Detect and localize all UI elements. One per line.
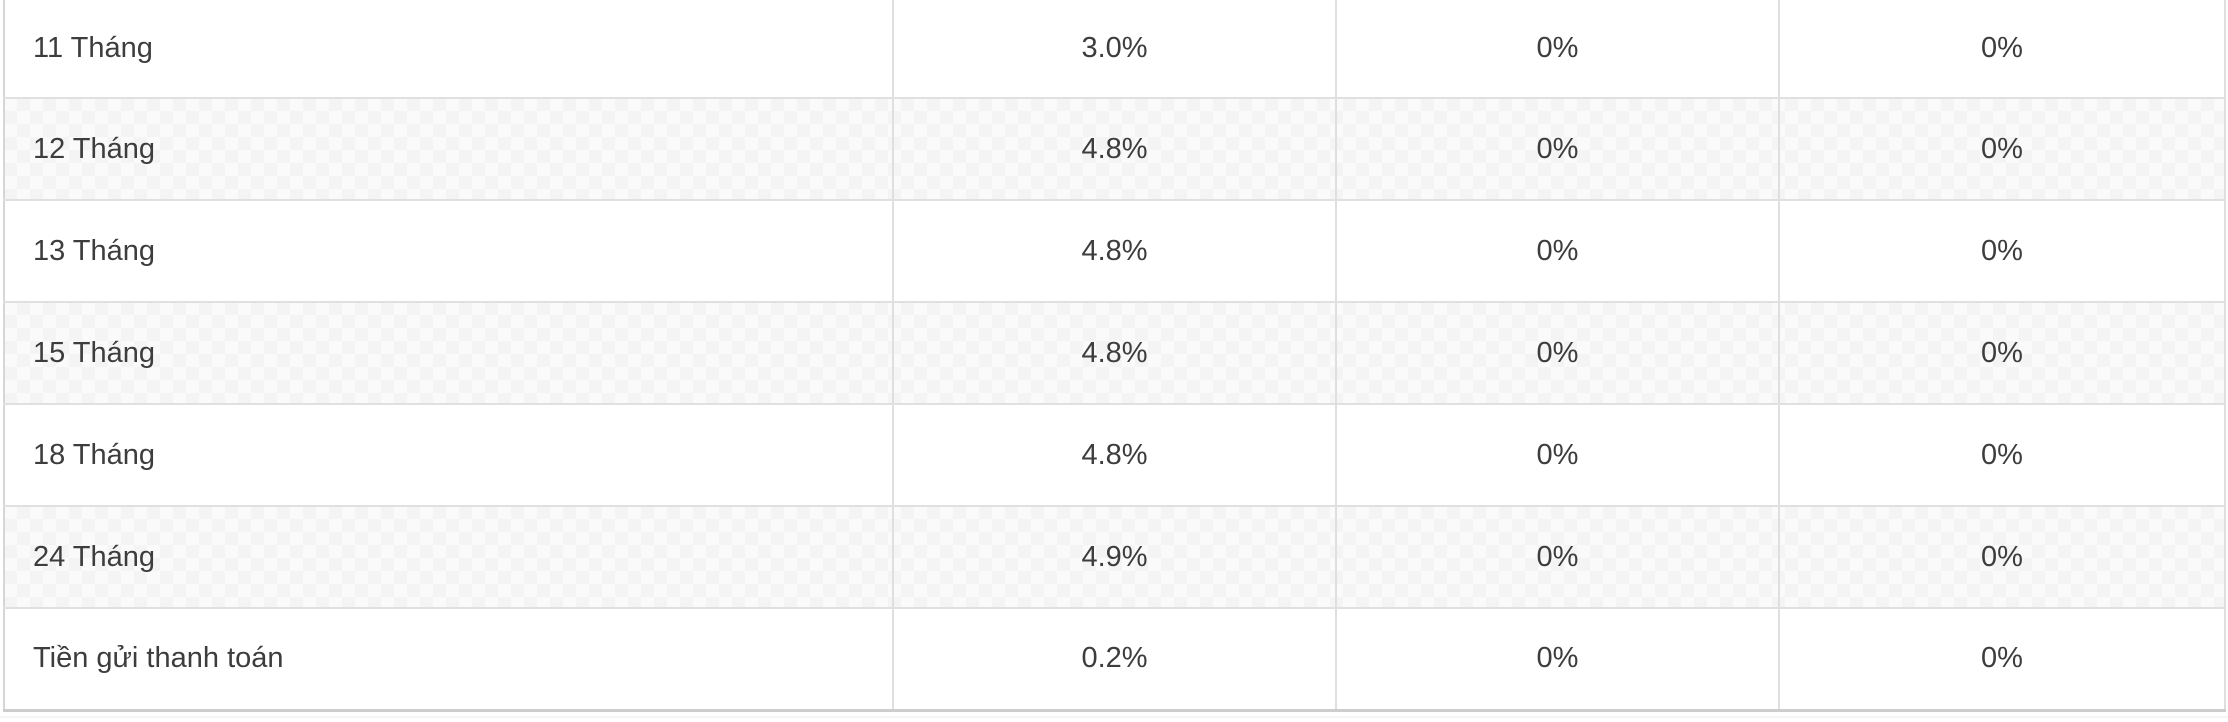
rate-cell: 4.9%	[892, 506, 1336, 609]
rate-cell: 4.8%	[892, 302, 1336, 405]
term-cell: 13 Tháng	[4, 200, 893, 303]
table-row: 18 Tháng 4.8% 0% 0%	[4, 404, 2225, 507]
rate-cell: 4.8%	[892, 404, 1336, 507]
rate-cell: 3.0%	[892, 0, 1336, 99]
table-row: 15 Tháng 4.8% 0% 0%	[4, 302, 2225, 405]
term-cell: 18 Tháng	[4, 404, 893, 507]
rate-cell: 0%	[1335, 506, 1779, 609]
rate-cell: 0%	[1335, 608, 1779, 712]
table-row: 12 Tháng 4.8% 0% 0%	[4, 98, 2225, 201]
term-cell: 15 Tháng	[4, 302, 893, 405]
rate-cell: 0%	[1778, 404, 2225, 507]
term-cell: Tiền gửi thanh toán	[4, 608, 893, 712]
rate-cell: 4.8%	[892, 98, 1336, 201]
term-cell: 12 Tháng	[4, 98, 893, 201]
rate-cell: 0%	[1335, 302, 1779, 405]
table-row: Tiền gửi thanh toán 0.2% 0% 0%	[4, 608, 2225, 712]
table-row: 13 Tháng 4.8% 0% 0%	[4, 200, 2225, 303]
rate-cell: 0%	[1335, 0, 1779, 99]
rate-cell: 0%	[1778, 98, 2225, 201]
table-row: 24 Tháng 4.9% 0% 0%	[4, 506, 2225, 609]
rate-cell: 4.8%	[892, 200, 1336, 303]
term-cell: 24 Tháng	[4, 506, 893, 609]
page-divider	[0, 715, 2228, 718]
rate-cell: 0%	[1778, 0, 2225, 99]
rate-cell: 0%	[1778, 302, 2225, 405]
term-cell: 11 Tháng	[4, 0, 893, 99]
rate-cell: 0%	[1335, 200, 1779, 303]
rate-cell: 0%	[1335, 404, 1779, 507]
interest-rates-table: 11 Tháng 3.0% 0% 0% 12 Tháng 4.8% 0% 0% …	[3, 0, 2226, 712]
rate-cell: 0%	[1335, 98, 1779, 201]
rate-cell: 0%	[1778, 200, 2225, 303]
rate-cell: 0.2%	[892, 608, 1336, 712]
rate-cell: 0%	[1778, 506, 2225, 609]
table-row: 11 Tháng 3.0% 0% 0%	[4, 0, 2225, 99]
rate-cell: 0%	[1778, 608, 2225, 712]
